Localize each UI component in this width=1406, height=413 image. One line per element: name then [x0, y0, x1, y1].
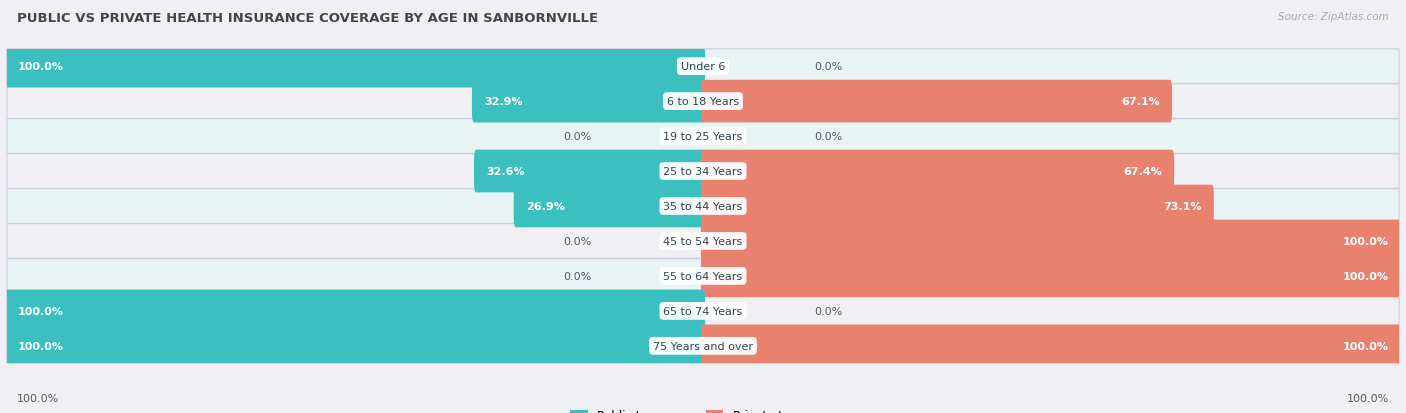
- Text: 32.6%: 32.6%: [486, 166, 526, 177]
- Text: 55 to 64 Years: 55 to 64 Years: [664, 271, 742, 281]
- Text: 100.0%: 100.0%: [17, 62, 63, 72]
- FancyBboxPatch shape: [702, 220, 1400, 263]
- Text: 0.0%: 0.0%: [814, 132, 842, 142]
- FancyBboxPatch shape: [7, 85, 1399, 119]
- FancyBboxPatch shape: [474, 150, 704, 193]
- Text: 100.0%: 100.0%: [17, 341, 63, 351]
- FancyBboxPatch shape: [702, 81, 1173, 123]
- FancyBboxPatch shape: [6, 290, 704, 332]
- FancyBboxPatch shape: [6, 46, 704, 88]
- Text: PUBLIC VS PRIVATE HEALTH INSURANCE COVERAGE BY AGE IN SANBORNVILLE: PUBLIC VS PRIVATE HEALTH INSURANCE COVER…: [17, 12, 598, 25]
- Text: 32.9%: 32.9%: [485, 97, 523, 107]
- FancyBboxPatch shape: [7, 154, 1399, 189]
- Text: 0.0%: 0.0%: [564, 132, 592, 142]
- FancyBboxPatch shape: [6, 325, 704, 367]
- Text: Source: ZipAtlas.com: Source: ZipAtlas.com: [1278, 12, 1389, 22]
- Text: 100.0%: 100.0%: [1343, 236, 1389, 247]
- Text: 0.0%: 0.0%: [564, 236, 592, 247]
- Text: 100.0%: 100.0%: [1347, 393, 1389, 403]
- Text: 25 to 34 Years: 25 to 34 Years: [664, 166, 742, 177]
- Legend: Public Insurance, Private Insurance: Public Insurance, Private Insurance: [565, 404, 841, 413]
- Text: 45 to 54 Years: 45 to 54 Years: [664, 236, 742, 247]
- Text: 35 to 44 Years: 35 to 44 Years: [664, 202, 742, 211]
- Text: 0.0%: 0.0%: [814, 62, 842, 72]
- FancyBboxPatch shape: [7, 189, 1399, 224]
- Text: 67.1%: 67.1%: [1121, 97, 1160, 107]
- FancyBboxPatch shape: [7, 329, 1399, 363]
- FancyBboxPatch shape: [7, 50, 1399, 84]
- FancyBboxPatch shape: [702, 185, 1213, 228]
- Text: 67.4%: 67.4%: [1123, 166, 1161, 177]
- Text: 75 Years and over: 75 Years and over: [652, 341, 754, 351]
- Text: 100.0%: 100.0%: [1343, 341, 1389, 351]
- Text: 0.0%: 0.0%: [814, 306, 842, 316]
- Text: 0.0%: 0.0%: [564, 271, 592, 281]
- Text: 6 to 18 Years: 6 to 18 Years: [666, 97, 740, 107]
- FancyBboxPatch shape: [513, 185, 704, 228]
- Text: 100.0%: 100.0%: [17, 306, 63, 316]
- FancyBboxPatch shape: [702, 325, 1400, 367]
- FancyBboxPatch shape: [7, 294, 1399, 328]
- FancyBboxPatch shape: [7, 119, 1399, 154]
- Text: 19 to 25 Years: 19 to 25 Years: [664, 132, 742, 142]
- FancyBboxPatch shape: [7, 224, 1399, 259]
- Text: 26.9%: 26.9%: [526, 202, 565, 211]
- FancyBboxPatch shape: [7, 259, 1399, 294]
- FancyBboxPatch shape: [702, 255, 1400, 297]
- Text: 65 to 74 Years: 65 to 74 Years: [664, 306, 742, 316]
- FancyBboxPatch shape: [702, 150, 1174, 193]
- FancyBboxPatch shape: [472, 81, 704, 123]
- Text: 100.0%: 100.0%: [17, 393, 59, 403]
- Text: 100.0%: 100.0%: [1343, 271, 1389, 281]
- Text: Under 6: Under 6: [681, 62, 725, 72]
- Text: 73.1%: 73.1%: [1163, 202, 1201, 211]
